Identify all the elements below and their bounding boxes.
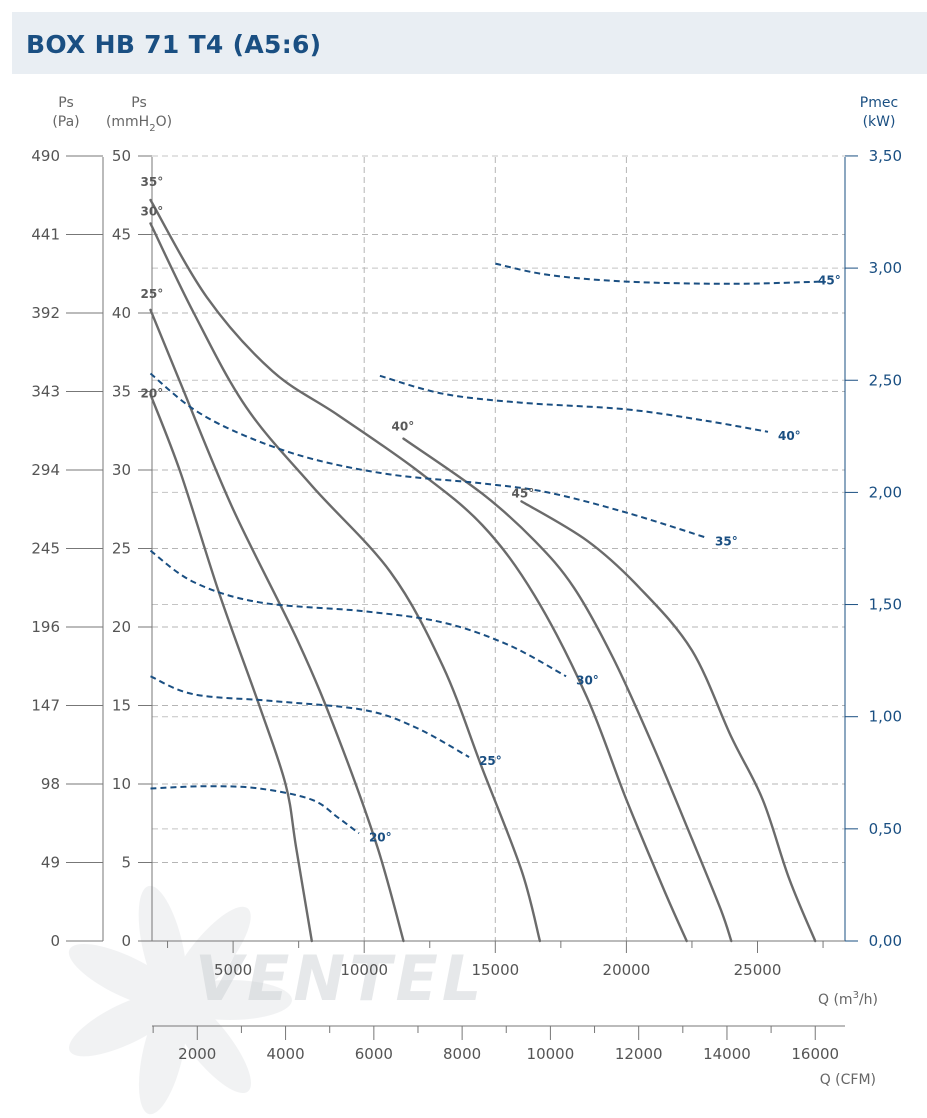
pa-tick-label: 196 (31, 618, 60, 636)
q-cfm-tick-label: 4000 (266, 1045, 304, 1063)
pmec-axis-title: Pmec (860, 95, 898, 111)
mmh2o-tick-label: 25 (112, 540, 131, 558)
mmh2o-tick-label: 5 (121, 854, 131, 872)
power-curve-label: 45° (818, 274, 841, 288)
pa-axis-title: Ps (58, 95, 74, 111)
pa-tick-label: 490 (31, 147, 60, 165)
mmh2o-tick-label: 10 (112, 775, 131, 793)
q-cfm-tick-label: 2000 (178, 1045, 216, 1063)
axes-layer: 4904413923432942451961479849050454035302… (31, 95, 902, 1088)
q-cfm-tick-label: 12000 (615, 1045, 663, 1063)
power-curve-20deg (150, 785, 360, 835)
pressure-curve-label: 25° (141, 287, 164, 301)
power-curve-label: 35° (715, 534, 738, 548)
mmh2o-tick-label: 35 (112, 383, 131, 401)
curves-layer (149, 198, 824, 943)
watermark-fan-blade (68, 991, 182, 1057)
q-m3h-tick-label: 5000 (214, 961, 252, 979)
mmh2o-tick-label: 15 (112, 697, 131, 715)
labels-layer: 20° 25° 30° 35° 40° 45° 20° 25° 30° 35° 40° 45° (141, 175, 841, 844)
pressure-curve-30deg (149, 222, 542, 943)
pmec-axis-unit: (kW) (863, 114, 896, 130)
pmec-tick-label: 1,50 (869, 596, 902, 614)
power-curve-35deg (149, 372, 706, 539)
power-curve-45deg (495, 262, 824, 285)
pressure-curve-label: 45° (512, 486, 535, 500)
q-cfm-axis-title: Q (CFM) (820, 1072, 876, 1088)
mmh2o-tick-label: 0 (121, 932, 131, 950)
pmec-tick-label: 3,50 (869, 147, 902, 165)
grid-layer (152, 155, 845, 941)
watermark-fan-blade (168, 980, 292, 1020)
q-cfm-tick-label: 14000 (703, 1045, 751, 1063)
pressure-curve-label: 35° (141, 175, 164, 189)
q-cfm-tick-label: 10000 (527, 1045, 575, 1063)
chart-title: BOX HB 71 T4 (A5:6) (26, 30, 322, 59)
pa-tick-label: 98 (41, 775, 60, 793)
pa-axis-unit: (Pa) (52, 114, 79, 130)
pa-tick-label: 147 (31, 697, 60, 715)
watermark-text: VENTEL (195, 942, 485, 1015)
q-cfm-tick-label: 16000 (791, 1045, 839, 1063)
power-curve-label: 20° (369, 830, 392, 844)
pmec-tick-label: 2,50 (869, 371, 902, 389)
pressure-curve-label: 40° (392, 420, 415, 434)
power-curve-25deg (150, 675, 470, 758)
pmec-tick-label: 0,50 (869, 820, 902, 838)
pressure-curve-label: 30° (141, 205, 164, 219)
mmh2o-axis-unit: (mmH2O) (106, 114, 172, 134)
watermark-fan-blade (68, 943, 182, 1009)
q-cfm-tick-label: 6000 (355, 1045, 393, 1063)
pmec-tick-label: 0,00 (869, 932, 902, 950)
q-m3h-tick-label: 15000 (471, 961, 519, 979)
power-curve-label: 25° (479, 754, 502, 768)
q-cfm-tick-label: 8000 (443, 1045, 481, 1063)
watermark-fan-blade (138, 993, 187, 1115)
pmec-tick-label: 2,00 (869, 483, 902, 501)
pressure-curve-40deg (402, 437, 733, 943)
q-m3h-tick-label: 25000 (734, 961, 782, 979)
power-curve-40deg (379, 374, 769, 433)
pa-tick-label: 294 (31, 461, 60, 479)
q-m3h-tick-label: 10000 (340, 961, 388, 979)
pressure-curve-label: 20° (141, 387, 164, 401)
pa-tick-label: 392 (31, 304, 60, 322)
mmh2o-tick-label: 20 (112, 618, 131, 636)
watermark-fan-blade (167, 992, 252, 1094)
pressure-curve-25deg (149, 308, 405, 943)
pa-tick-label: 441 (31, 226, 60, 244)
watermark-fan-blade (167, 906, 251, 1008)
q-m3h-axis-title: Q (m3/h) (818, 990, 878, 1008)
watermark-fan-blade (138, 885, 187, 1007)
watermark-fan-icon (68, 885, 292, 1115)
power-curve-label: 30° (576, 673, 599, 687)
q-m3h-tick-label: 20000 (603, 961, 651, 979)
pressure-curve-20deg (149, 393, 313, 943)
title-bar: BOX HB 71 T4 (A5:6) (12, 12, 927, 74)
pressure-curve-45deg (520, 500, 817, 943)
pa-tick-label: 343 (31, 383, 60, 401)
power-curve-30deg (149, 549, 567, 678)
watermark-layer: VENTEL (68, 885, 485, 1115)
mmh2o-tick-label: 45 (112, 226, 131, 244)
mmh2o-tick-label: 30 (112, 461, 131, 479)
mmh2o-axis-title: Ps (131, 95, 147, 111)
pa-tick-label: 49 (41, 854, 60, 872)
pmec-tick-label: 3,00 (869, 259, 902, 277)
pa-tick-label: 245 (31, 540, 60, 558)
mmh2o-tick-label: 50 (112, 147, 131, 165)
pressure-curve-35deg (149, 198, 688, 943)
pa-tick-label: 0 (50, 932, 60, 950)
power-curve-label: 40° (778, 429, 801, 443)
pmec-tick-label: 1,00 (869, 708, 902, 726)
mmh2o-tick-label: 40 (112, 304, 131, 322)
